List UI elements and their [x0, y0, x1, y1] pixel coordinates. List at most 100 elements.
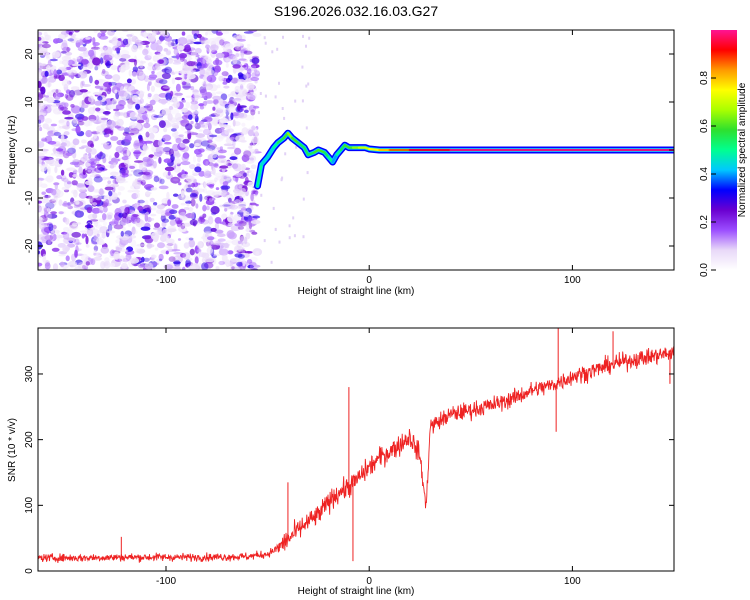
noise-blob — [110, 124, 114, 131]
noise-blob — [143, 46, 150, 54]
noise-blob — [67, 181, 72, 185]
noise-blob — [250, 194, 255, 201]
heatmap-y-tick-label: -20 — [24, 238, 35, 253]
noise-blob — [175, 137, 182, 144]
noise-blob — [228, 204, 239, 210]
noise-blob — [122, 131, 129, 136]
noise-blob — [250, 219, 261, 225]
noise-blob — [194, 56, 199, 60]
noise-blob — [206, 205, 210, 211]
noise-blob — [69, 36, 77, 44]
noise-blob — [204, 55, 209, 59]
noise-blob — [158, 253, 164, 261]
noise-blob — [65, 218, 70, 225]
noise-blob — [236, 43, 245, 47]
noise-blob — [221, 71, 229, 77]
noise-blob — [110, 136, 119, 141]
noise-blob — [101, 231, 106, 239]
noise-blob — [149, 99, 156, 106]
heatmap-y-tick-label: -10 — [24, 190, 35, 205]
noise-blob — [214, 229, 224, 234]
noise-blob — [224, 207, 228, 212]
noise-blob — [204, 148, 213, 152]
noise-blob — [134, 244, 141, 252]
noise-speck — [295, 145, 298, 149]
noise-blob — [87, 177, 93, 184]
noise-blob — [85, 37, 91, 40]
noise-blob — [141, 256, 145, 263]
noise-blob — [237, 246, 244, 252]
noise-blob — [176, 45, 185, 51]
noise-blob — [115, 145, 124, 153]
noise-blob — [237, 240, 242, 245]
noise-blob — [190, 86, 195, 91]
noise-blob — [167, 171, 171, 176]
noise-blob — [67, 71, 74, 75]
noise-blob — [138, 263, 145, 269]
noise-blob — [188, 239, 196, 248]
noise-blob — [177, 238, 182, 241]
noise-blob — [152, 146, 161, 153]
noise-blob — [251, 135, 259, 144]
noise-blob — [156, 45, 163, 53]
noise-blob — [44, 194, 49, 198]
noise-blob — [223, 85, 230, 89]
noise-blob — [190, 51, 197, 57]
snr-y-ticks: 0 100 200 300 — [24, 365, 674, 574]
noise-blob — [134, 218, 143, 225]
noise-blob — [42, 123, 49, 129]
noise-blob — [243, 236, 248, 245]
noise-blob — [153, 65, 162, 71]
noise-blob — [242, 210, 248, 214]
noise-blob — [234, 266, 244, 270]
noise-blob — [130, 213, 138, 222]
noise-blob — [217, 109, 227, 113]
noise-blob — [169, 108, 180, 115]
noise-blob — [158, 156, 162, 164]
noise-blob — [42, 41, 49, 44]
noise-blob — [56, 69, 62, 75]
noise-blob — [154, 222, 160, 229]
noise-blob — [174, 131, 179, 136]
noise-blob — [211, 92, 217, 97]
noise-blob — [108, 81, 117, 86]
noise-blob — [232, 64, 241, 69]
noise-blob — [195, 203, 199, 209]
noise-blob — [243, 50, 253, 55]
ridge-segment — [331, 153, 338, 164]
noise-blob — [38, 111, 45, 120]
noise-blob — [47, 59, 52, 67]
noise-blob — [209, 114, 216, 117]
noise-blob — [146, 104, 154, 112]
colorbar-tick-label: 0.6 — [699, 119, 710, 133]
noise-blob — [105, 60, 111, 69]
noise-blob — [182, 266, 186, 270]
noise-blob — [161, 108, 172, 116]
noise-blob — [127, 36, 132, 44]
noise-blob — [196, 61, 202, 70]
noise-blob — [93, 236, 103, 239]
noise-blob — [154, 247, 159, 251]
noise-blob — [44, 259, 50, 266]
noise-blob — [65, 255, 70, 262]
noise-speck — [260, 193, 263, 197]
noise-blob — [151, 262, 159, 266]
noise-blob — [91, 207, 101, 214]
noise-blob — [100, 261, 106, 269]
noise-blob — [204, 233, 209, 238]
noise-blob — [121, 262, 128, 269]
noise-blob — [239, 234, 244, 242]
noise-blob — [101, 69, 106, 74]
noise-blob — [99, 57, 104, 65]
noise-blob — [232, 139, 236, 148]
noise-blob — [82, 50, 90, 57]
noise-blob — [166, 191, 170, 200]
noise-blob — [146, 243, 155, 248]
noise-blob — [150, 254, 156, 263]
noise-blob — [243, 149, 249, 156]
heatmap-y-tick-label: 0 — [24, 147, 35, 153]
noise-blob — [54, 166, 58, 174]
noise-blob — [102, 213, 107, 221]
noise-blob — [147, 65, 154, 71]
noise-blob — [94, 220, 98, 228]
